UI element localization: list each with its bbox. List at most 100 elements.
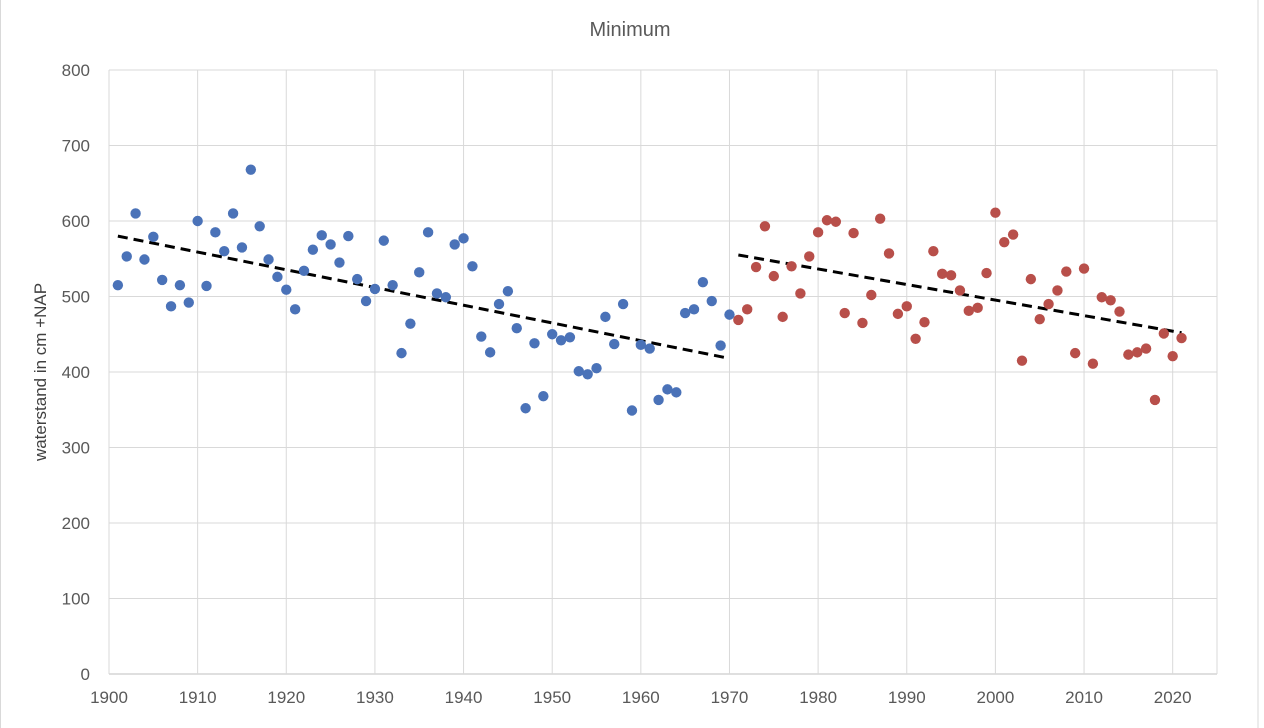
data-point [440, 292, 452, 303]
data-point [325, 239, 336, 250]
trendline-1 [117, 234, 730, 360]
data-point [910, 333, 921, 344]
data-point [378, 235, 389, 246]
data-point [857, 317, 868, 329]
y-axis-label: waterstand in cm +NAP [31, 283, 50, 462]
data-point [937, 268, 948, 280]
data-point [547, 329, 558, 340]
data-point [945, 270, 957, 281]
data-point [351, 273, 363, 285]
data-point [192, 215, 203, 227]
x-tick-label: 1990 [888, 688, 926, 707]
data-point [830, 216, 842, 227]
data-point [1016, 355, 1028, 366]
data-point [555, 335, 567, 346]
data-point [1096, 292, 1107, 303]
data-point [156, 274, 168, 286]
data-point [343, 230, 354, 242]
data-point [458, 233, 469, 244]
data-point [750, 261, 762, 273]
data-point [626, 405, 638, 416]
data-point [1132, 347, 1143, 358]
data-point [112, 279, 124, 291]
data-point [431, 288, 443, 299]
x-tick-label: 1950 [533, 688, 571, 707]
y-tick-label: 800 [62, 61, 90, 80]
chart-title: Minimum [589, 19, 670, 41]
data-point [1052, 285, 1063, 296]
data-point [245, 164, 257, 175]
data-point [812, 227, 824, 238]
data-point [635, 339, 647, 351]
x-tick-label: 2000 [976, 688, 1014, 707]
data-point [1087, 358, 1099, 369]
data-point [511, 323, 522, 334]
data-point [742, 304, 753, 315]
x-tick-label: 1970 [711, 688, 749, 707]
data-point [1123, 349, 1134, 360]
data-point [928, 246, 939, 257]
data-point [715, 340, 726, 351]
data-point [121, 251, 132, 262]
data-point [165, 301, 177, 312]
data-point [839, 307, 850, 319]
data-point [1149, 394, 1161, 406]
data-point [219, 246, 230, 257]
x-tick-label: 1900 [90, 688, 128, 707]
x-tick-label: 1930 [356, 688, 394, 707]
data-point [387, 279, 398, 291]
data-point [892, 308, 904, 320]
data-point [901, 301, 912, 312]
data-point [591, 363, 602, 374]
data-point [139, 254, 150, 265]
data-point [866, 289, 877, 301]
data-point [254, 221, 265, 232]
y-tick-label: 200 [62, 514, 90, 533]
data-point [795, 288, 806, 299]
data-point [1140, 343, 1152, 354]
data-point [617, 298, 629, 310]
data-point [609, 338, 620, 350]
data-point [697, 276, 709, 288]
x-tick-label: 1910 [179, 688, 217, 707]
y-tick-label: 100 [62, 590, 90, 609]
data-point [130, 208, 141, 219]
data-point [334, 257, 345, 268]
y-tick-label: 300 [62, 439, 90, 458]
data-point [1105, 295, 1116, 306]
data-point [671, 387, 682, 398]
data-point [405, 318, 416, 329]
data-point [706, 295, 717, 307]
data-point [396, 347, 407, 359]
tick-labels: 0 100 200 300 400 500 600 700 800 1900 1910 1920 193… [62, 61, 1192, 707]
data-point [688, 304, 700, 315]
x-tick-label: 1980 [799, 688, 837, 707]
data-point [298, 265, 310, 277]
data-point [990, 207, 1001, 218]
data-point [369, 283, 381, 295]
data-point [227, 208, 239, 219]
data-point [307, 244, 319, 255]
data-point [582, 369, 593, 380]
data-point [201, 280, 212, 292]
data-point [804, 251, 815, 262]
data-point [768, 270, 779, 282]
data-point [1025, 273, 1037, 285]
y-tick-label: 600 [62, 212, 90, 231]
data-point [1007, 229, 1019, 240]
data-point [449, 239, 460, 250]
data-point [422, 227, 434, 238]
data-point [1158, 328, 1170, 339]
data-point [963, 305, 975, 317]
data-point [414, 267, 425, 278]
data-point [538, 390, 549, 402]
data-point [724, 309, 735, 320]
data-point [644, 343, 655, 354]
data-point [777, 311, 788, 323]
data-point [653, 394, 664, 406]
x-tick-label: 1920 [267, 688, 305, 707]
data-point [493, 298, 505, 310]
data-point [954, 285, 966, 296]
